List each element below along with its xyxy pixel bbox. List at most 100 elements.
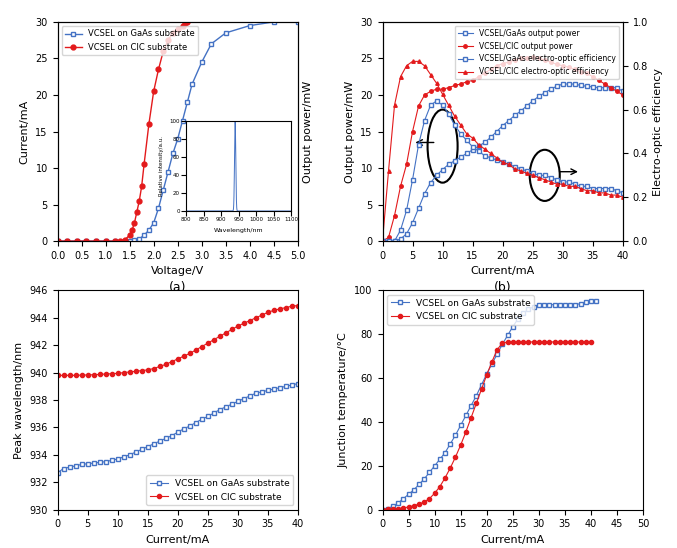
VCSEL on GaAs substrate: [404, 491, 412, 498]
VCSEL on GaAs substrate: [269, 386, 278, 392]
VCSEL/GaAs electro-optic efficiency: [613, 187, 621, 194]
VCSEL on CIC substrate: [169, 30, 177, 36]
VCSEL on GaAs substrate: [137, 446, 146, 453]
VCSEL on CIC substrate: [111, 238, 119, 244]
VCSEL/GaAs output power: [493, 128, 501, 135]
VCSEL/CIC output power: [529, 54, 537, 60]
VCSEL on GaAs substrate: [83, 460, 91, 467]
VCSEL on GaAs substrate: [131, 237, 139, 244]
VCSEL on CIC substrate: [83, 372, 91, 378]
VCSEL on CIC substrate: [89, 372, 97, 378]
VCSEL/CIC output power: [433, 86, 441, 93]
VCSEL on CIC substrate: [441, 475, 449, 481]
VCSEL on GaAs substrate: [63, 238, 71, 244]
VCSEL on GaAs substrate: [556, 301, 564, 308]
VCSEL/GaAs electro-optic efficiency: [504, 161, 512, 168]
VCSEL/GaAs output power: [583, 83, 591, 89]
VCSEL on CIC substrate: [137, 183, 146, 190]
VCSEL/CIC electro-optic efficiency: [583, 187, 591, 194]
VCSEL/GaAs electro-optic efficiency: [589, 185, 597, 192]
VCSEL/GaAs output power: [594, 84, 603, 91]
VCSEL on CIC substrate: [240, 320, 248, 327]
VCSEL on GaAs substrate: [525, 306, 533, 312]
VCSEL/GaAs output power: [445, 161, 453, 168]
VCSEL/GaAs output power: [498, 122, 506, 129]
VCSEL on CIC substrate: [556, 339, 564, 345]
VCSEL on CIC substrate: [126, 232, 134, 238]
VCSEL on CIC substrate: [126, 369, 134, 375]
VCSEL on GaAs substrate: [504, 332, 512, 339]
VCSEL on CIC substrate: [252, 315, 260, 321]
X-axis label: Voltage/V: Voltage/V: [151, 266, 204, 276]
VCSEL on CIC substrate: [477, 386, 485, 392]
VCSEL/GaAs output power: [420, 190, 429, 197]
Y-axis label: Current/mA: Current/mA: [20, 99, 30, 164]
VCSEL on CIC substrate: [116, 237, 124, 244]
VCSEL on GaAs substrate: [535, 301, 543, 308]
VCSEL on GaAs substrate: [227, 401, 236, 407]
VCSEL/CIC electro-optic efficiency: [481, 146, 489, 152]
VCSEL/CIC output power: [517, 55, 525, 62]
VCSEL/CIC output power: [523, 54, 531, 61]
VCSEL/GaAs output power: [402, 231, 410, 237]
VCSEL/CIC electro-optic efficiency: [607, 192, 615, 198]
VCSEL/GaAs electro-optic efficiency: [408, 176, 416, 183]
VCSEL on GaAs substrate: [294, 380, 302, 387]
VCSEL on GaAs substrate: [378, 506, 387, 513]
VCSEL on CIC substrate: [156, 363, 164, 370]
VCSEL/CIC output power: [493, 62, 501, 69]
VCSEL/CIC output power: [468, 77, 477, 84]
VCSEL/CIC electro-optic efficiency: [619, 194, 627, 201]
VCSEL/CIC electro-optic efficiency: [391, 102, 399, 109]
VCSEL on CIC substrate: [246, 317, 254, 324]
VCSEL/CIC electro-optic efficiency: [439, 91, 447, 98]
VCSEL on GaAs substrate: [192, 419, 200, 426]
VCSEL/GaAs output power: [517, 108, 525, 115]
VCSEL on GaAs substrate: [164, 168, 172, 175]
VCSEL/GaAs output power: [378, 238, 387, 244]
Y-axis label: Peak wavelength/nm: Peak wavelength/nm: [14, 341, 24, 459]
VCSEL on CIC substrate: [173, 356, 181, 362]
VCSEL on CIC substrate: [504, 339, 512, 345]
Line: VCSEL on GaAs substrate: VCSEL on GaAs substrate: [56, 381, 300, 475]
Y-axis label: Electro-optic efficiency: Electro-optic efficiency: [653, 67, 663, 196]
VCSEL on GaAs substrate: [150, 441, 158, 447]
VCSEL/GaAs electro-optic efficiency: [600, 185, 609, 192]
VCSEL/GaAs output power: [427, 179, 435, 186]
VCSEL on CIC substrate: [179, 353, 188, 359]
VCSEL/GaAs electro-optic efficiency: [439, 102, 447, 109]
VCSEL/GaAs electro-optic efficiency: [529, 170, 537, 176]
VCSEL on GaAs substrate: [89, 460, 97, 466]
VCSEL on GaAs substrate: [498, 341, 506, 347]
VCSEL on CIC substrate: [63, 238, 71, 244]
VCSEL on GaAs substrate: [188, 81, 196, 87]
VCSEL/CIC output power: [613, 88, 621, 95]
VCSEL on GaAs substrate: [198, 59, 206, 65]
VCSEL/CIC electro-optic efficiency: [385, 168, 393, 174]
VCSEL on CIC substrate: [276, 306, 284, 312]
VCSEL on GaAs substrate: [179, 425, 188, 432]
VCSEL/GaAs electro-optic efficiency: [577, 183, 585, 190]
VCSEL on GaAs substrate: [415, 481, 423, 488]
VCSEL on CIC substrate: [415, 501, 423, 507]
Line: VCSEL on CIC substrate: VCSEL on CIC substrate: [380, 340, 593, 512]
VCSEL/GaAs output power: [565, 81, 573, 87]
VCSEL/GaAs electro-optic efficiency: [583, 183, 591, 190]
VCSEL/CIC output power: [589, 73, 597, 80]
VCSEL/CIC electro-optic efficiency: [397, 73, 405, 80]
Line: VCSEL on CIC substrate: VCSEL on CIC substrate: [55, 20, 190, 243]
VCSEL on GaAs substrate: [111, 238, 119, 244]
VCSEL on GaAs substrate: [577, 300, 585, 307]
VCSEL on GaAs substrate: [126, 238, 134, 244]
VCSEL/CIC output power: [402, 161, 410, 168]
VCSEL/CIC output power: [397, 183, 405, 190]
VCSEL on GaAs substrate: [519, 310, 527, 317]
VCSEL/GaAs electro-optic efficiency: [414, 141, 422, 148]
VCSEL/CIC output power: [504, 59, 512, 65]
VCSEL on GaAs substrate: [477, 381, 485, 388]
VCSEL/GaAs output power: [571, 81, 579, 87]
Y-axis label: Output power/mW: Output power/mW: [345, 81, 355, 182]
VCSEL/CIC electro-optic efficiency: [571, 183, 579, 190]
VCSEL on GaAs substrate: [441, 449, 449, 456]
VCSEL/CIC electro-optic efficiency: [408, 58, 416, 65]
